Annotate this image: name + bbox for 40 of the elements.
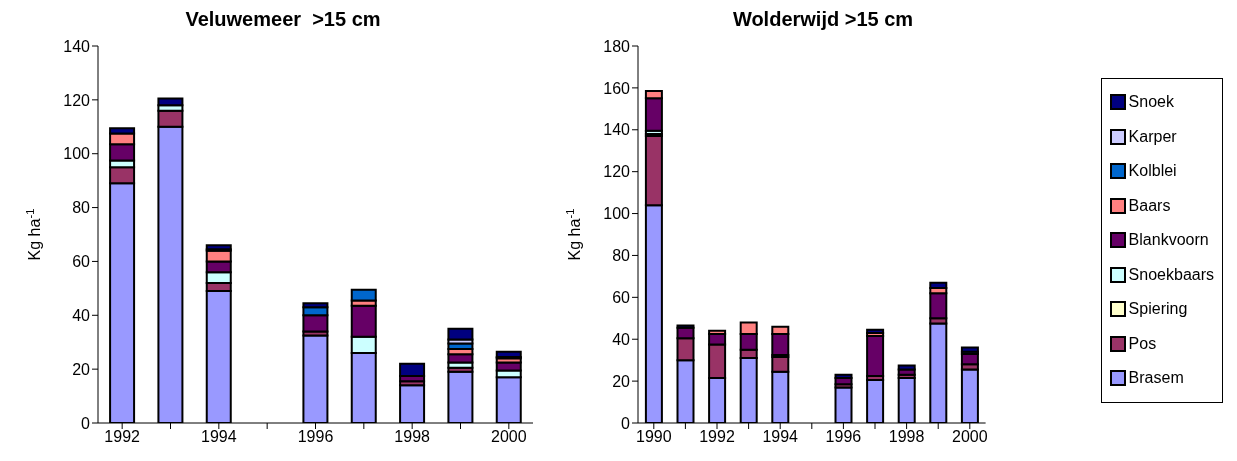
y-tick-label: 140 <box>603 121 631 139</box>
y-tick-label: 0 <box>621 414 631 432</box>
y-tick-label: 180 <box>603 37 631 55</box>
chart-title: Wolderwijd >15 cm <box>731 8 915 32</box>
legend-label: Karper <box>1128 127 1177 146</box>
y-tick-label: 20 <box>72 360 91 378</box>
x-tick-label: 1994 <box>762 428 799 446</box>
y-tick-label: 80 <box>72 199 91 217</box>
y-tick-label: 20 <box>612 372 631 390</box>
legend-label: Snoekbaars <box>1128 265 1214 284</box>
x-tick-label: 1996 <box>825 428 862 446</box>
chart-title: Veluwemeer >15 cm <box>184 8 382 32</box>
y-tick-label: 80 <box>612 247 631 265</box>
x-tick-label: 1992 <box>104 428 141 446</box>
x-tick-label: 2000 <box>952 428 988 446</box>
legend-label: Pos <box>1128 334 1157 353</box>
y-tick-label: 160 <box>603 79 631 97</box>
x-tick-label: 1994 <box>201 428 237 446</box>
x-tick-label: 1998 <box>888 428 925 446</box>
y-tick-label: 40 <box>72 306 91 324</box>
y-tick-label: 40 <box>612 330 631 348</box>
y-tick-label: 100 <box>63 145 91 163</box>
y-tick-label: 60 <box>72 253 91 271</box>
legend-label: Spiering <box>1128 300 1188 319</box>
y-tick-label: 0 <box>81 414 91 432</box>
x-tick-label: 1992 <box>699 428 735 446</box>
x-tick-label: 1996 <box>297 428 334 446</box>
y-tick-label: 120 <box>63 91 91 109</box>
legend-label: Snoek <box>1128 93 1174 112</box>
y-tick-label: 100 <box>603 205 631 223</box>
y-tick-label: 120 <box>603 163 631 181</box>
y-tick-label: 140 <box>63 37 91 55</box>
x-tick-label: 1998 <box>394 428 431 446</box>
x-tick-label: 1990 <box>636 428 672 446</box>
legend-label: Brasem <box>1128 369 1184 388</box>
legend-label: Kolblei <box>1128 162 1177 181</box>
y-tick-label: 60 <box>612 289 631 307</box>
legend-label: Blankvoorn <box>1128 231 1209 250</box>
x-tick-label: 2000 <box>491 428 527 446</box>
legend-label: Baars <box>1128 196 1171 215</box>
